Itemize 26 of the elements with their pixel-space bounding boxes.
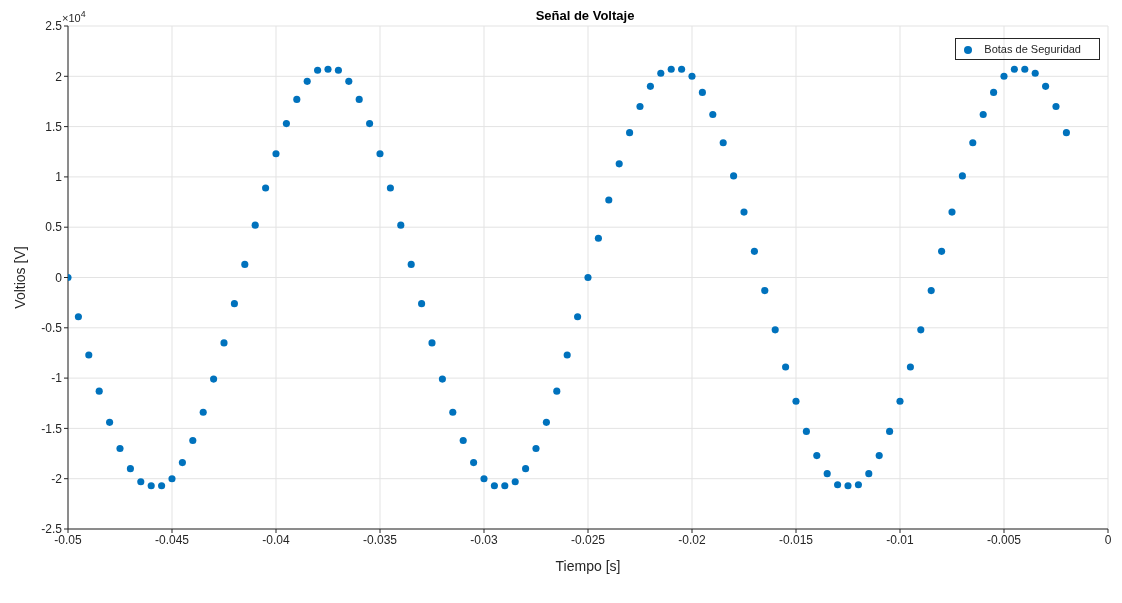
x-tick-label: 0 <box>1104 532 1112 547</box>
x-axis-title: Tiempo [s] <box>555 558 621 574</box>
chart-title: Señal de Voltaje <box>535 8 635 23</box>
x-tick-label: -0.005 <box>986 532 1022 547</box>
text: ×10$^{4}$ <box>62 9 86 24</box>
x-tick-label: -0.015 <box>778 532 814 547</box>
y-tick-label: 1 <box>55 170 63 185</box>
y-axis-title: Voltios [V] <box>11 246 28 309</box>
x-tick-label: -0.02 <box>678 532 706 547</box>
y-tick-label: -2 <box>51 471 63 486</box>
y-tick-label: 2.5 <box>45 19 63 34</box>
y-tick-label: 2 <box>55 69 63 84</box>
y-tick-label: 0 <box>55 270 63 285</box>
x-tick-label: -0.025 <box>570 532 606 547</box>
x-tick-label: -0.03 <box>470 532 498 547</box>
x-tick-label: -0.05 <box>54 532 82 547</box>
legend-label: Botas de Seguridad <box>984 43 1081 55</box>
y-tick-label: -1 <box>51 371 63 386</box>
y-tick-label: 0.5 <box>45 220 63 235</box>
x-tick-label: -0.01 <box>886 532 914 547</box>
x-tick-label: -0.04 <box>262 532 290 547</box>
x-tick-label: -0.035 <box>362 532 398 547</box>
x-tick-label: -0.045 <box>154 532 190 547</box>
y-tick-label: -1.5 <box>41 421 63 436</box>
y-tick-label: -0.5 <box>41 321 63 336</box>
y-tick-label: 1.5 <box>45 119 63 134</box>
